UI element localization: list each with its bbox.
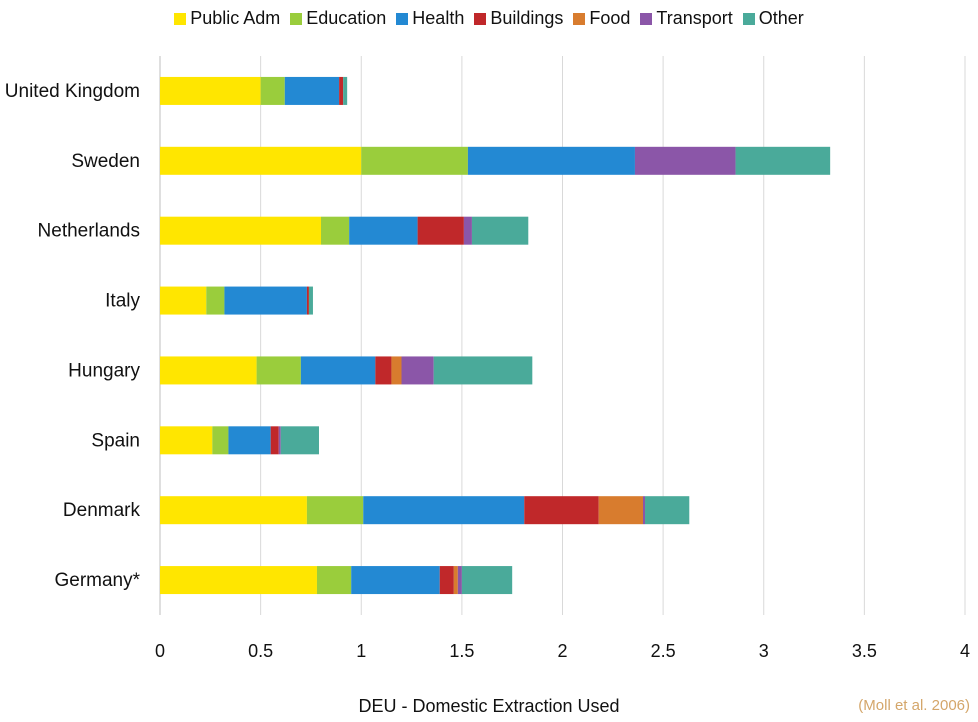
legend-swatch xyxy=(396,12,409,25)
bar-segment xyxy=(316,566,352,595)
bar-segment xyxy=(439,566,454,595)
legend-item: Education xyxy=(290,8,386,29)
bar-segment xyxy=(306,496,364,525)
x-tick-label: 0.5 xyxy=(248,641,273,661)
legend-swatch xyxy=(174,12,187,25)
x-tick-label: 3.5 xyxy=(852,641,877,661)
legend-swatch xyxy=(290,12,303,25)
chart-legend: Public Adm Education Health Buildings Food Tr… xyxy=(0,8,978,29)
bar-segment xyxy=(306,286,309,315)
bar-segment xyxy=(401,356,434,385)
bar-segment xyxy=(461,566,513,595)
bar-segment xyxy=(634,146,736,175)
bar-segment xyxy=(453,566,458,595)
legend-label: Public Adm xyxy=(190,8,281,28)
x-tick-label: 3 xyxy=(759,641,769,661)
legend-item: Health xyxy=(396,8,464,29)
bar-segment xyxy=(457,566,462,595)
bar-segment xyxy=(256,356,301,385)
category-label: Germany* xyxy=(54,570,140,591)
bar-segment xyxy=(228,426,271,455)
x-axis-label: DEU - Domestic Extraction Used xyxy=(358,696,620,716)
legend-item: Other xyxy=(742,8,804,29)
bar-segment xyxy=(339,76,344,105)
bar-segment xyxy=(351,566,440,595)
bar-segment xyxy=(349,216,418,245)
legend-label: Food xyxy=(589,8,631,28)
legend-item: Buildings xyxy=(474,8,563,29)
legend-item: Transport xyxy=(640,8,733,29)
bar-segment xyxy=(321,216,350,245)
bar-segment xyxy=(160,566,317,595)
category-label: Denmark xyxy=(63,500,141,521)
legend-item: Food xyxy=(573,8,630,29)
bar-segment xyxy=(308,286,313,315)
bar-segment xyxy=(260,76,285,105)
bar-segment xyxy=(160,216,321,245)
bar-segment xyxy=(212,426,229,455)
bar-segment xyxy=(363,496,525,525)
bar-segment xyxy=(417,216,464,245)
bar-segment xyxy=(343,76,348,105)
legend-label: Transport xyxy=(656,8,733,28)
category-label: Netherlands xyxy=(38,221,140,242)
bar-segment xyxy=(471,216,529,245)
bar-segment xyxy=(224,286,307,315)
category-label: Hungary xyxy=(68,360,140,381)
bar-segment xyxy=(467,146,635,175)
bar-segment xyxy=(375,356,392,385)
bar-segment xyxy=(433,356,533,385)
legend-swatch xyxy=(573,12,586,25)
category-label: Sweden xyxy=(71,151,140,172)
bar-segment xyxy=(270,426,279,455)
legend-label: Other xyxy=(758,8,804,28)
bar-segment xyxy=(160,76,261,105)
x-tick-label: 1.5 xyxy=(449,641,474,661)
bar-segment xyxy=(160,426,213,455)
x-tick-label: 2.5 xyxy=(651,641,676,661)
bar-segment xyxy=(391,356,402,385)
bar-segment xyxy=(645,496,690,525)
legend-item: Public Adm xyxy=(174,8,280,29)
x-tick-label: 4 xyxy=(960,641,970,661)
bar-segment xyxy=(361,146,468,175)
bar-segment xyxy=(300,356,376,385)
x-tick-label: 2 xyxy=(557,641,567,661)
legend-label: Buildings xyxy=(490,8,564,28)
bar-segment xyxy=(278,426,281,455)
bar-segment xyxy=(598,496,643,525)
x-tick-label: 1 xyxy=(356,641,366,661)
legend-label: Education xyxy=(306,8,387,28)
bar-segment xyxy=(160,356,257,385)
legend-swatch xyxy=(742,12,755,25)
legend-label: Health xyxy=(412,8,465,28)
x-tick-label: 0 xyxy=(155,641,165,661)
bar-segment xyxy=(284,76,340,105)
category-label: Spain xyxy=(91,430,140,451)
bar-segment xyxy=(160,146,362,175)
legend-swatch xyxy=(640,12,653,25)
bar-segment xyxy=(643,496,646,525)
bar-segment xyxy=(160,286,207,315)
source-note: (Moll et al. 2006) xyxy=(858,697,970,714)
bar-segment xyxy=(206,286,225,315)
legend-swatch xyxy=(474,12,487,25)
bar-segment xyxy=(463,216,472,245)
category-label: United Kingdom xyxy=(5,81,140,102)
bar-segment xyxy=(735,146,831,175)
bar-segment xyxy=(524,496,599,525)
bar-segment xyxy=(160,496,307,525)
bar-segment xyxy=(280,426,319,455)
category-label: Italy xyxy=(105,291,140,312)
